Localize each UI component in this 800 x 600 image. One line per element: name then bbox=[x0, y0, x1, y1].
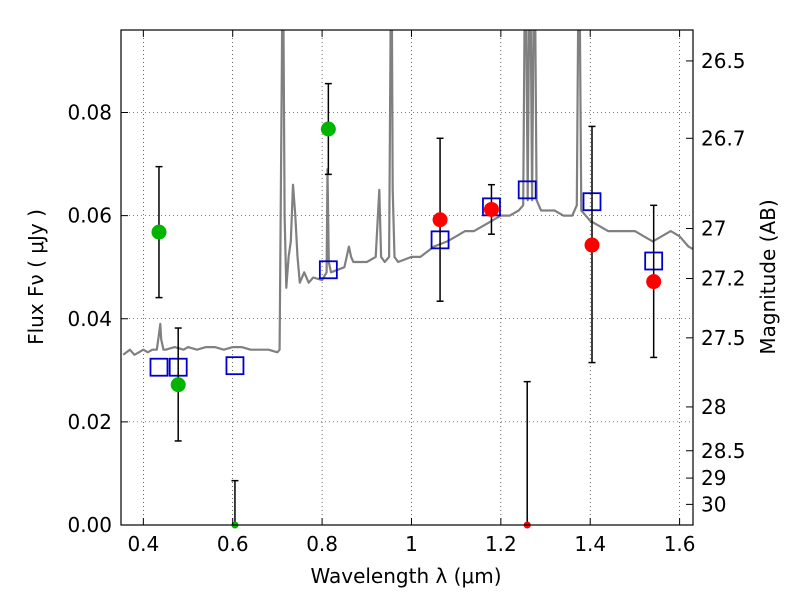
model-photometry-point bbox=[318, 260, 338, 280]
plot-frame bbox=[120, 29, 694, 526]
x-axis-label: Wavelength λ (μm) bbox=[310, 564, 501, 588]
x-tick-label: 1 bbox=[405, 532, 418, 556]
y2-tick-label: 30 bbox=[701, 492, 726, 516]
acs-data-point bbox=[320, 121, 336, 137]
y2-tick-label: 28 bbox=[701, 395, 726, 419]
model-photometry-point bbox=[149, 357, 169, 377]
x-tick-label: 0.6 bbox=[217, 532, 249, 556]
wfc3-data-point bbox=[646, 274, 662, 290]
x-tick-label: 1.2 bbox=[485, 532, 517, 556]
x-tick-label: 1.6 bbox=[664, 532, 696, 556]
wfc3-data-point bbox=[432, 212, 448, 228]
model-photometry-point bbox=[517, 180, 537, 200]
wfc3-data-point bbox=[584, 237, 600, 253]
y2-axis-label: Magnitude (AB) bbox=[756, 199, 780, 354]
plot-area bbox=[121, 30, 693, 525]
x-tick-label: 0.8 bbox=[306, 532, 338, 556]
y2-tick-label: 27.2 bbox=[701, 267, 746, 291]
y-tick-label: 0.08 bbox=[67, 101, 112, 125]
y-tick-label: 0.00 bbox=[67, 513, 112, 537]
ticks: 0.4 0.6 0.8 1 1.2 1.4 1.6 0.00 0.02 0.04 0.06 0.08 2… bbox=[67, 30, 746, 556]
y2-tick-label: 27 bbox=[701, 217, 726, 241]
y2-tick-label: 26.7 bbox=[701, 126, 746, 150]
y-axis-label: Flux Fν ( μJy ) bbox=[24, 209, 48, 345]
y-tick-label: 0.04 bbox=[67, 307, 112, 331]
acs-data-point bbox=[170, 377, 186, 393]
y-tick-label: 0.02 bbox=[67, 410, 112, 434]
x-tick-label: 1.4 bbox=[574, 532, 606, 556]
y2-tick-label: 26.5 bbox=[701, 49, 746, 73]
acs-data-point bbox=[151, 224, 167, 240]
data-layer bbox=[122, 30, 693, 356]
y2-tick-label: 28.5 bbox=[701, 439, 746, 463]
y-tick-label: 0.06 bbox=[67, 204, 112, 228]
y2-tick-label: 29 bbox=[701, 466, 726, 490]
points-layer bbox=[149, 82, 664, 529]
model-photometry-point bbox=[225, 356, 245, 376]
spectrum-line bbox=[122, 30, 693, 356]
wfc3-data-point bbox=[483, 201, 499, 217]
x-tick-label: 0.4 bbox=[127, 532, 159, 556]
y2-tick-label: 27.5 bbox=[701, 326, 746, 350]
